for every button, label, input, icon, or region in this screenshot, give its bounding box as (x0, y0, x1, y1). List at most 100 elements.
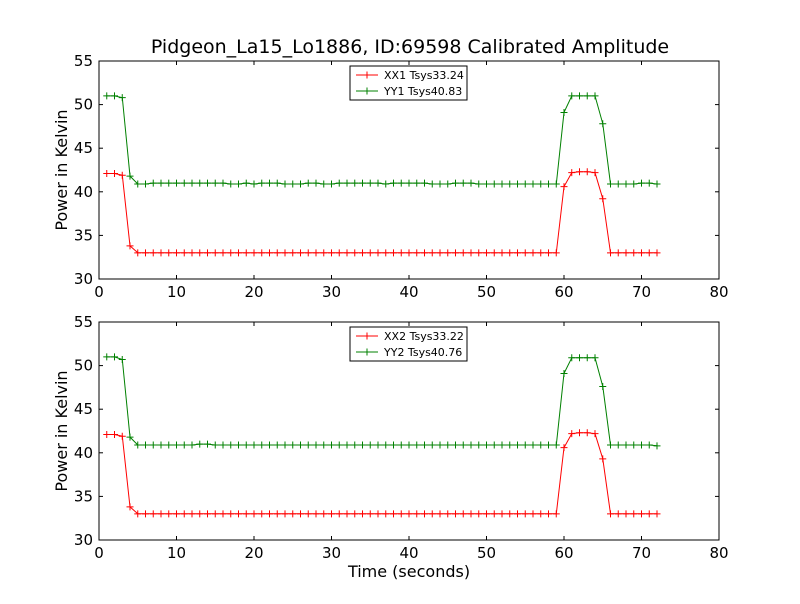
panel-2-series-yy-point (506, 441, 514, 449)
panel-2-series-xx-point (219, 510, 227, 518)
panel-1-series-yy-point (413, 179, 421, 187)
panel-2-series-xx-point (576, 429, 583, 437)
panel-1-series-yy-point (281, 180, 289, 188)
panel-1-series-xx-point (490, 249, 498, 257)
panel-1-series-yy-point (390, 179, 397, 187)
panel-2-series-yy-point (630, 441, 638, 449)
panel-2-series-yy-point (204, 440, 211, 448)
panel-2-series-xx-point (529, 510, 537, 518)
panel-1-series-yy-point (521, 180, 529, 188)
panel-2-series-yy-point (560, 369, 568, 377)
panel-1-series-yy-point (219, 179, 227, 187)
panel-2-series-yy-point (273, 441, 281, 449)
panel-2-series-xx-point (328, 510, 335, 518)
panel-2-legend-entry-2-marker (363, 348, 371, 356)
panel-2-series-yy-point (312, 441, 320, 449)
panel-1-series-xx-point (521, 249, 529, 257)
panel-1-legend-box (349, 65, 468, 101)
panel-2-series-xx-point (359, 510, 366, 518)
panel-1-series-xx-point (343, 249, 351, 257)
panel-2-series-yy-point (607, 441, 614, 449)
panel-2-series-yy-point (328, 441, 335, 449)
panel-1-series-xx-point (227, 249, 235, 257)
panel-1-series-yy-point (514, 180, 521, 188)
panel-2-series-xx-point (118, 432, 126, 440)
panel-1-series-xx-point (552, 249, 560, 257)
panel-1-series-yy-line (106, 95, 658, 185)
panel-1-series-xx-point (630, 249, 638, 257)
panel-1-series-yy-point (576, 92, 583, 100)
panel-1-series-xx-point (157, 249, 165, 257)
panel-1-series-yy-point (266, 179, 273, 187)
panel-1-series-yy-point (343, 179, 351, 187)
panel-2-series-yy-point (242, 441, 250, 449)
panel-1-series-xx-point (576, 168, 583, 176)
panel-2-ytick-label: 35 (74, 487, 93, 505)
panel-1-series-xx-point (281, 249, 289, 257)
panel-1-series-yy-point (227, 180, 235, 188)
panel-2-series-yy-point (382, 441, 390, 449)
panel-1-series-xx-point (506, 249, 514, 257)
panel-1-series-xx-point (312, 249, 320, 257)
panel-2-xtick-label: 50 (477, 544, 496, 562)
panel-2-ytick-label: 30 (74, 531, 93, 549)
panel-1-series-xx-point (335, 249, 343, 257)
panel-1-series-xx-point (405, 249, 413, 257)
panel-1-series-xx-point (436, 249, 444, 257)
panel-2-series-yy-point (335, 441, 343, 449)
panel-1-series-yy-point (335, 179, 343, 187)
panel-1-series-yy-point (366, 179, 374, 187)
panel-2-series-xx-point (645, 510, 653, 518)
panel-1-series-yy-point (506, 180, 514, 188)
panel-1-series-yy-point (126, 172, 134, 180)
panel-1-series-yy-point (196, 179, 204, 187)
panel-2-series-xx-point (281, 510, 289, 518)
panel-1-xtick-label: 50 (477, 283, 496, 301)
panel-1-series-yy-point (421, 179, 428, 187)
panel-1-ytick-label: 35 (74, 226, 93, 244)
panel-2-series-yy-point (475, 441, 483, 449)
panel-1-series-yy-point (467, 179, 475, 187)
panel-1-series-xx-point (242, 249, 250, 257)
panel-1-series-xx-point (653, 249, 661, 257)
panel-2-series-xx-point (459, 510, 467, 518)
panel-1-series-xx-point (219, 249, 227, 257)
panel-2-series-yy-point (227, 441, 235, 449)
panel-2-series-yy-point (258, 441, 266, 449)
panel-2-xtick-label: 0 (94, 544, 104, 562)
panel-2-series-xx-point (444, 510, 452, 518)
panel-1-series-xx-point (118, 171, 126, 179)
panel-1-series-xx-point (196, 249, 204, 257)
panel-2-xlabel: Time (seconds) (347, 562, 470, 581)
panel-2-series-yy-point (359, 441, 366, 449)
panel-2-series-xx-point (273, 510, 281, 518)
panel-1-series-xx-point (103, 169, 111, 177)
panel-1-series-yy-point (258, 179, 266, 187)
panel-1-legend-entry-1-label: XX1 Tsys33.24 (384, 69, 464, 82)
panel-2-series-xx-point (289, 510, 297, 518)
panel-1-series-yy-point (297, 180, 304, 188)
panel-2-series-xx-point (188, 510, 196, 518)
panel-2-xtick-label: 40 (399, 544, 418, 562)
panel-2-series-yy-point (459, 441, 467, 449)
panel-1-series-xx-point (607, 249, 614, 257)
panel-2-xtick-label: 70 (632, 544, 651, 562)
panel-2-series-xx-point (382, 510, 390, 518)
panel-2-series-xx-point (452, 510, 459, 518)
panel-2-series-yy-point (297, 441, 304, 449)
panel-1-series-yy-point (242, 179, 250, 187)
panel-2-series-xx-point (630, 510, 638, 518)
panel-1-ytick-label: 55 (74, 52, 93, 70)
panel-2-series-xx-point (351, 510, 359, 518)
panel-1-series-yy-point (328, 180, 335, 188)
panel-1-series-xx-point (545, 249, 552, 257)
panel-2-ylabel: Power in Kelvin (52, 370, 71, 491)
panel-2-series-yy-point (111, 353, 118, 361)
panel-2-series-yy-point (149, 441, 157, 449)
panel-1-series-xx-point (266, 249, 273, 257)
panel-2-series-xx-point (343, 510, 351, 518)
panel-2-series-yy-point (366, 441, 374, 449)
panel-1-series-xx-point (111, 169, 118, 177)
panel-2-series-yy-point (622, 441, 630, 449)
